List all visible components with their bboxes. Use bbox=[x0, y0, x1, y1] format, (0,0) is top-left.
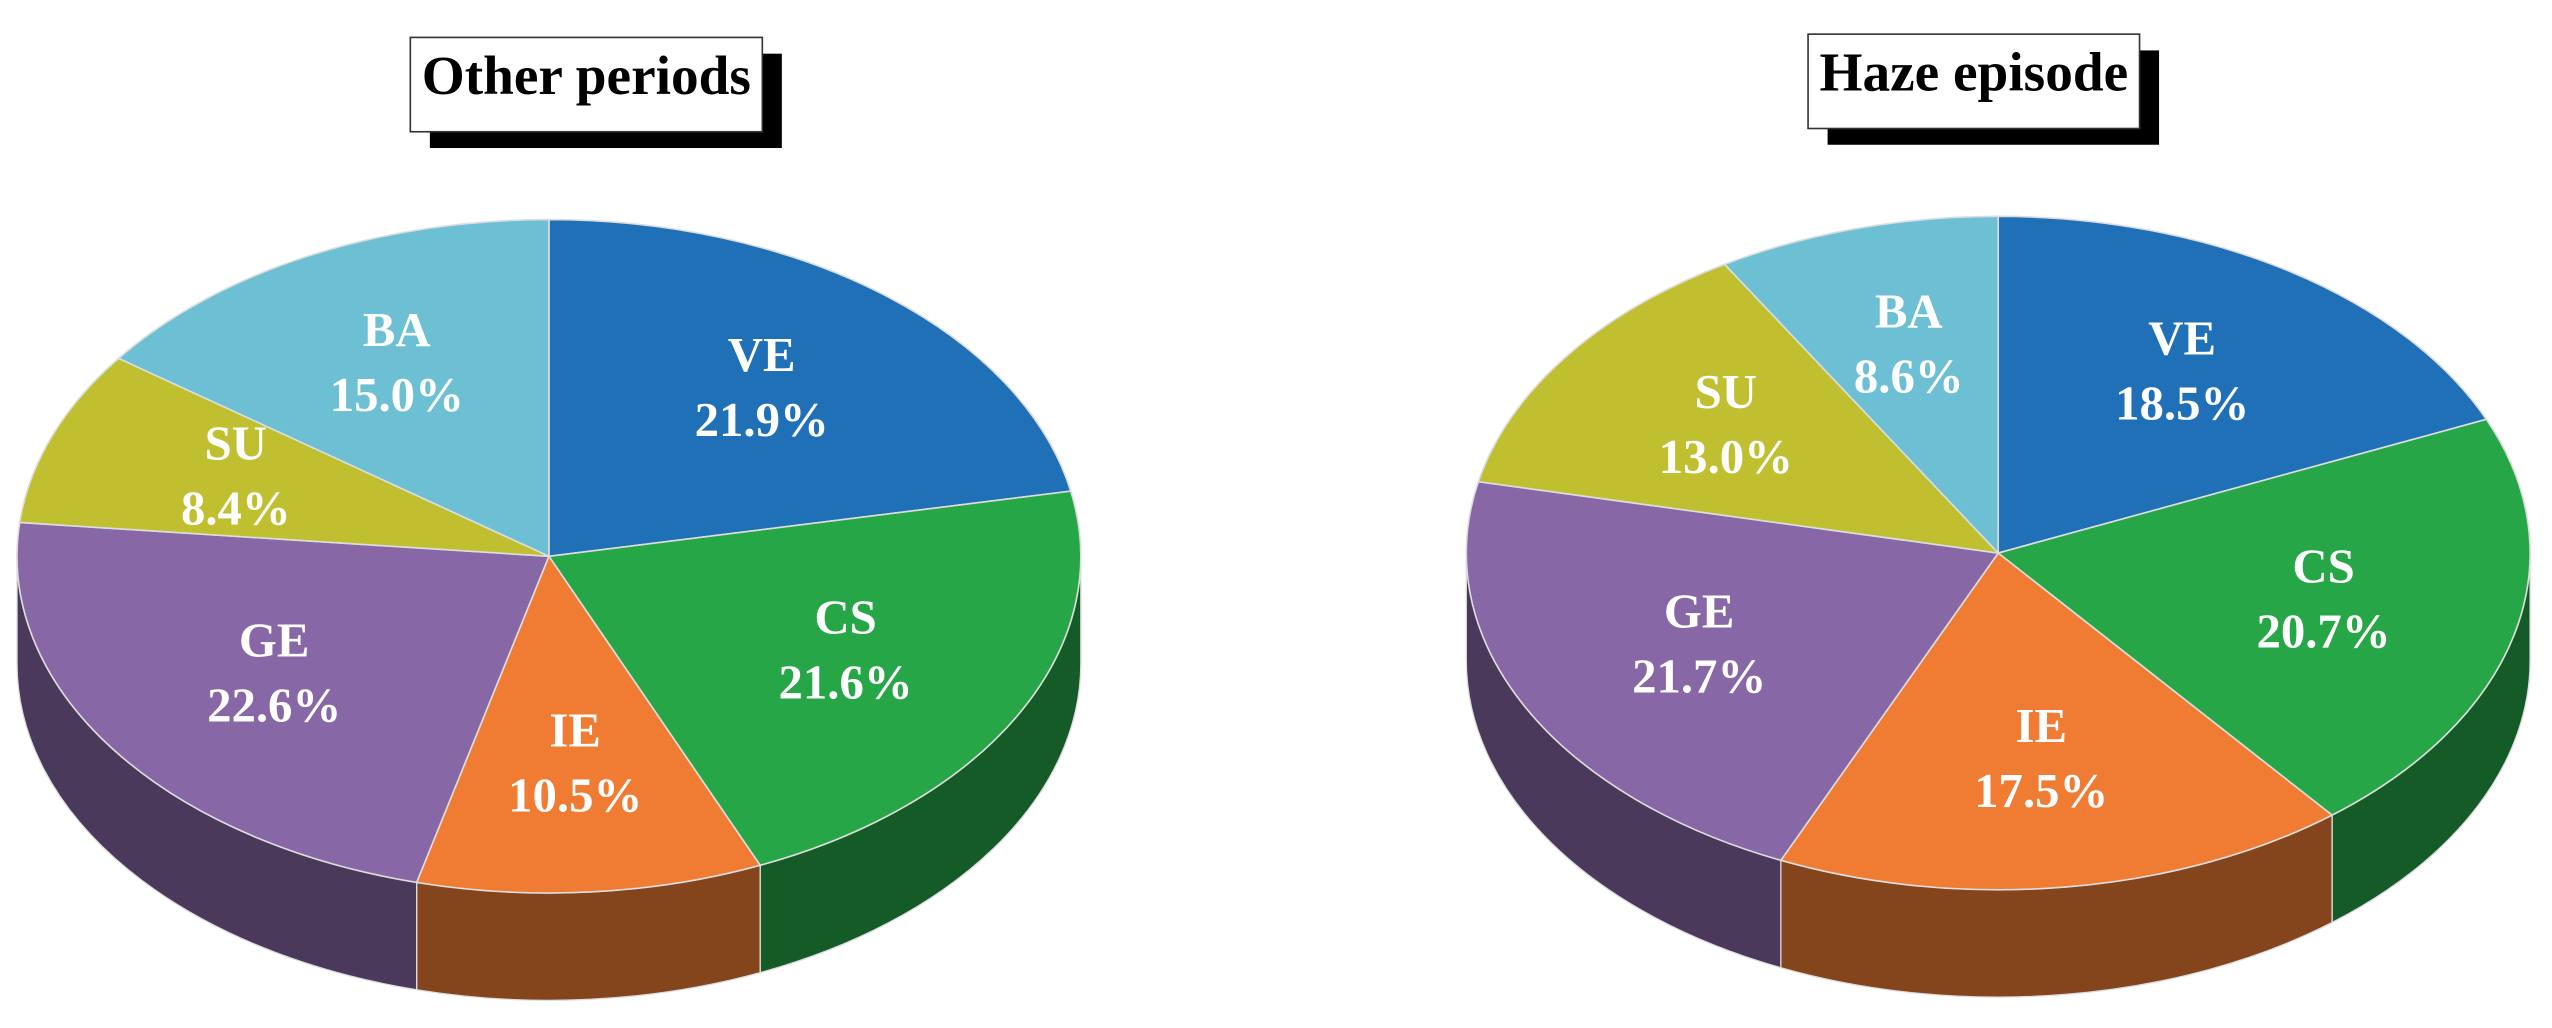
slice bbox=[1477, 263, 2001, 555]
title-box bbox=[409, 36, 764, 133]
slice-value-label: 17.5% bbox=[1974, 764, 2108, 818]
slice-value-label: 8.6% bbox=[1854, 349, 1964, 403]
slice-category-label: VE bbox=[728, 328, 796, 382]
slice bbox=[1996, 418, 2531, 817]
slice bbox=[18, 357, 550, 558]
slice-value-label: 10.5% bbox=[508, 768, 642, 822]
title-box bbox=[1807, 33, 2141, 130]
slice-category-label: GE bbox=[239, 613, 309, 667]
slice bbox=[1779, 551, 2334, 891]
slice-value-label: 21.6% bbox=[778, 656, 912, 710]
slice bbox=[1997, 215, 2488, 555]
slice bbox=[1723, 215, 2000, 556]
slice-value-label: 21.7% bbox=[1632, 649, 1766, 703]
slice bbox=[117, 218, 550, 558]
slice-value-label: 22.6% bbox=[207, 678, 341, 732]
slice-category-label: CS bbox=[2292, 540, 2354, 594]
slice bbox=[1465, 480, 2000, 862]
slice-value-label: 13.0% bbox=[1659, 430, 1793, 484]
slice bbox=[16, 521, 551, 884]
slice-category-label: IE bbox=[549, 703, 601, 757]
slice-category-label: CS bbox=[814, 591, 876, 645]
chart-title: Other periods bbox=[422, 45, 751, 106]
slice bbox=[415, 554, 762, 894]
slice-category-label: IE bbox=[2015, 699, 2067, 753]
slice-value-label: 18.5% bbox=[2115, 376, 2249, 430]
slice bbox=[547, 490, 1082, 867]
slice-value-label: 20.7% bbox=[2256, 605, 2390, 659]
slice-value-label: 21.9% bbox=[695, 393, 829, 447]
slice-category-label: SU bbox=[205, 416, 267, 470]
slice bbox=[548, 218, 1072, 558]
slice-value-label: 15.0% bbox=[330, 368, 464, 422]
slice-category-label: BA bbox=[363, 303, 431, 357]
chart-title: Haze episode bbox=[1819, 42, 2128, 103]
slice-category-label: BA bbox=[1875, 284, 1943, 338]
slice-category-label: SU bbox=[1695, 365, 1757, 419]
slice-value-label: 8.4% bbox=[181, 481, 291, 535]
slice-category-label: GE bbox=[1664, 584, 1734, 638]
pie-chart: VE 21.9% CS 21.6% IE 10.5% GE 22.6% SU 8.4% BA 15.0… bbox=[16, 36, 1082, 1001]
slice-category-label: VE bbox=[2148, 311, 2216, 365]
pie-chart: VE 18.5% CS 20.7% IE 17.5% GE 21.7% SU 13.0% BA 8.6… bbox=[1465, 33, 2531, 998]
